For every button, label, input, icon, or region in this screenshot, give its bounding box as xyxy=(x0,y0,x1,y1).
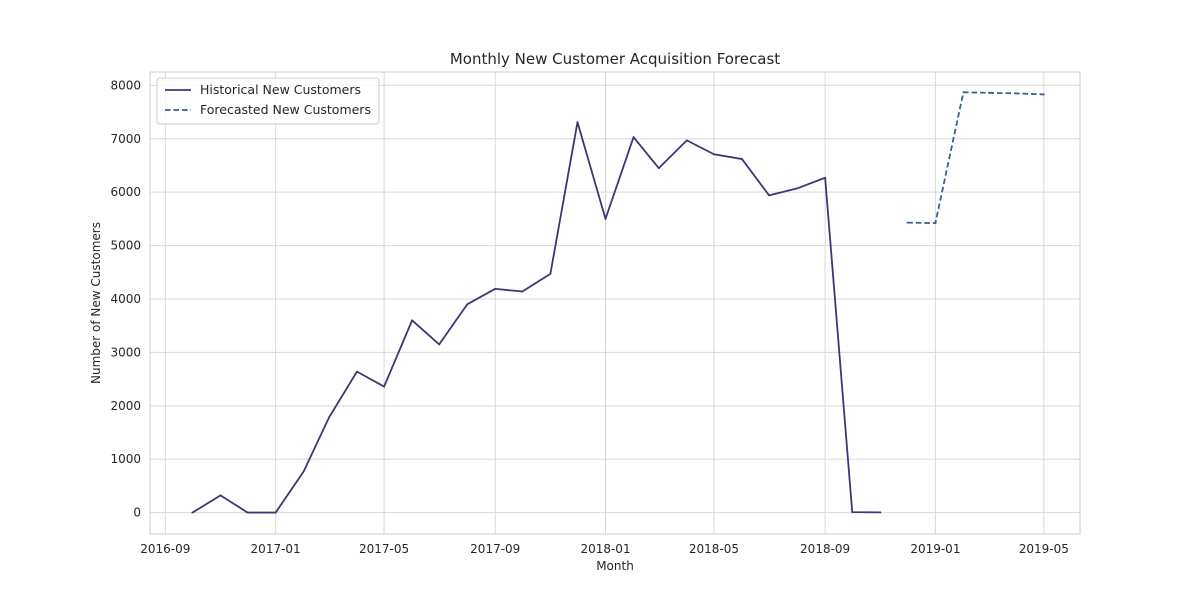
data-point xyxy=(521,290,524,293)
data-point xyxy=(383,385,385,388)
y-axis-title: Number of New Customers xyxy=(89,222,103,384)
data-point xyxy=(768,194,770,197)
data-point xyxy=(906,221,909,224)
y-tick-label: 3000 xyxy=(110,345,141,359)
y-tick-label: 2000 xyxy=(110,399,141,413)
data-point xyxy=(576,121,579,124)
data-point xyxy=(987,91,990,94)
y-tick-label: 5000 xyxy=(110,239,141,253)
data-point xyxy=(328,416,330,419)
data-point xyxy=(713,153,715,156)
chart-title: Monthly New Customer Acquisition Forecas… xyxy=(450,50,780,68)
x-tick-label: 2017-05 xyxy=(359,542,409,556)
data-point xyxy=(219,494,222,497)
data-point xyxy=(246,511,249,514)
data-point xyxy=(411,319,413,322)
legend-label-forecast: Forecasted New Customers xyxy=(200,102,371,117)
x-tick-label: 2018-05 xyxy=(689,542,739,556)
data-point xyxy=(274,511,277,514)
data-point xyxy=(438,343,441,346)
data-point xyxy=(1042,93,1045,96)
forecast-series-line xyxy=(907,91,1044,225)
y-tick-label: 1000 xyxy=(110,452,141,466)
x-tick-label: 2018-01 xyxy=(580,542,630,556)
data-point xyxy=(962,91,965,94)
y-tick-label: 0 xyxy=(133,506,141,520)
x-tick-label: 2018-09 xyxy=(800,542,850,556)
data-point xyxy=(1015,92,1018,95)
y-tick-label: 6000 xyxy=(110,185,141,199)
data-point xyxy=(741,158,743,160)
x-tick-label: 2019-05 xyxy=(1019,542,1069,556)
data-point xyxy=(851,511,854,514)
x-tick-label: 2016-09 xyxy=(140,542,190,556)
data-point xyxy=(466,303,469,306)
data-point xyxy=(356,370,358,373)
x-tick-label: 2017-09 xyxy=(470,542,520,556)
x-axis-title: Month xyxy=(596,559,634,573)
grid xyxy=(150,72,1080,534)
y-tick-label: 7000 xyxy=(110,132,141,146)
data-point xyxy=(604,217,607,220)
data-point xyxy=(934,222,937,225)
legend-box xyxy=(156,77,380,125)
data-point xyxy=(632,136,635,139)
data-point xyxy=(191,511,194,514)
x-tick-label: 2019-01 xyxy=(910,542,960,556)
legend-label-historical: Historical New Customers xyxy=(200,82,361,97)
series-group xyxy=(191,91,1045,514)
tick-labels: 2016-09 2017-01 2017-05 2017-09 2018-01 2018-… xyxy=(110,78,1068,556)
data-point xyxy=(549,272,552,275)
y-tick-label: 4000 xyxy=(110,292,141,306)
data-point xyxy=(494,287,497,290)
data-point xyxy=(302,470,305,473)
y-tick-label: 8000 xyxy=(110,78,141,92)
historical-series-line xyxy=(191,121,882,514)
x-tick-label: 2017-01 xyxy=(251,542,301,556)
data-point xyxy=(796,187,799,190)
data-point xyxy=(879,511,882,514)
plot-frame xyxy=(149,71,1081,535)
data-point xyxy=(685,139,688,142)
data-point xyxy=(657,167,660,170)
data-point xyxy=(824,176,827,179)
legend: Historical New Customers Forecasted New … xyxy=(156,77,380,125)
